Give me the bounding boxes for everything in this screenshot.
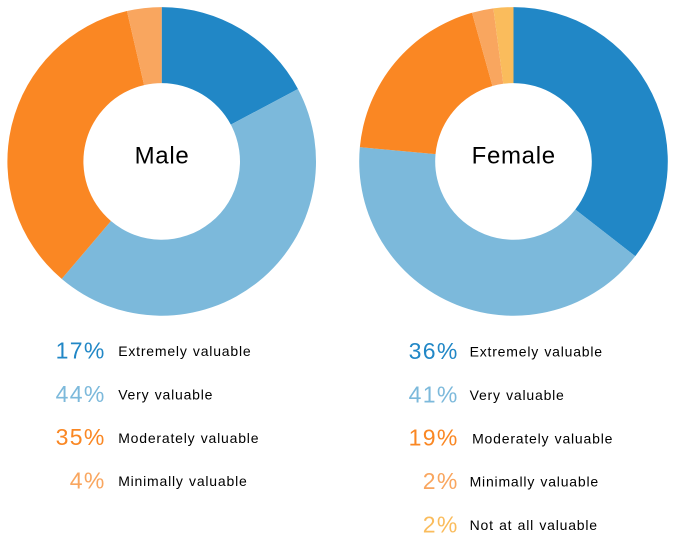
svg-text:Moderately valuable: Moderately valuable <box>472 430 613 446</box>
svg-text:Minimally valuable: Minimally valuable <box>470 474 599 490</box>
svg-text:44%: 44% <box>56 381 106 407</box>
svg-text:2%: 2% <box>423 511 459 537</box>
svg-text:35%: 35% <box>56 424 106 450</box>
svg-text:41%: 41% <box>409 381 459 407</box>
svg-text:17%: 17% <box>56 338 106 364</box>
svg-text:Very valuable: Very valuable <box>470 387 565 403</box>
svg-text:Very valuable: Very valuable <box>118 386 213 402</box>
svg-text:Extremely valuable: Extremely valuable <box>118 343 251 359</box>
svg-text:Not at all valuable: Not at all valuable <box>470 517 598 533</box>
svg-text:Female: Female <box>472 143 556 170</box>
svg-text:4%: 4% <box>70 468 106 494</box>
svg-text:Male: Male <box>135 143 190 170</box>
svg-text:Extremely valuable: Extremely valuable <box>470 344 603 360</box>
svg-text:36%: 36% <box>409 338 459 364</box>
svg-text:2%: 2% <box>423 468 459 494</box>
svg-text:Minimally valuable: Minimally valuable <box>118 473 247 489</box>
svg-text:Moderately valuable: Moderately valuable <box>118 430 259 446</box>
svg-text:19%: 19% <box>409 425 459 451</box>
